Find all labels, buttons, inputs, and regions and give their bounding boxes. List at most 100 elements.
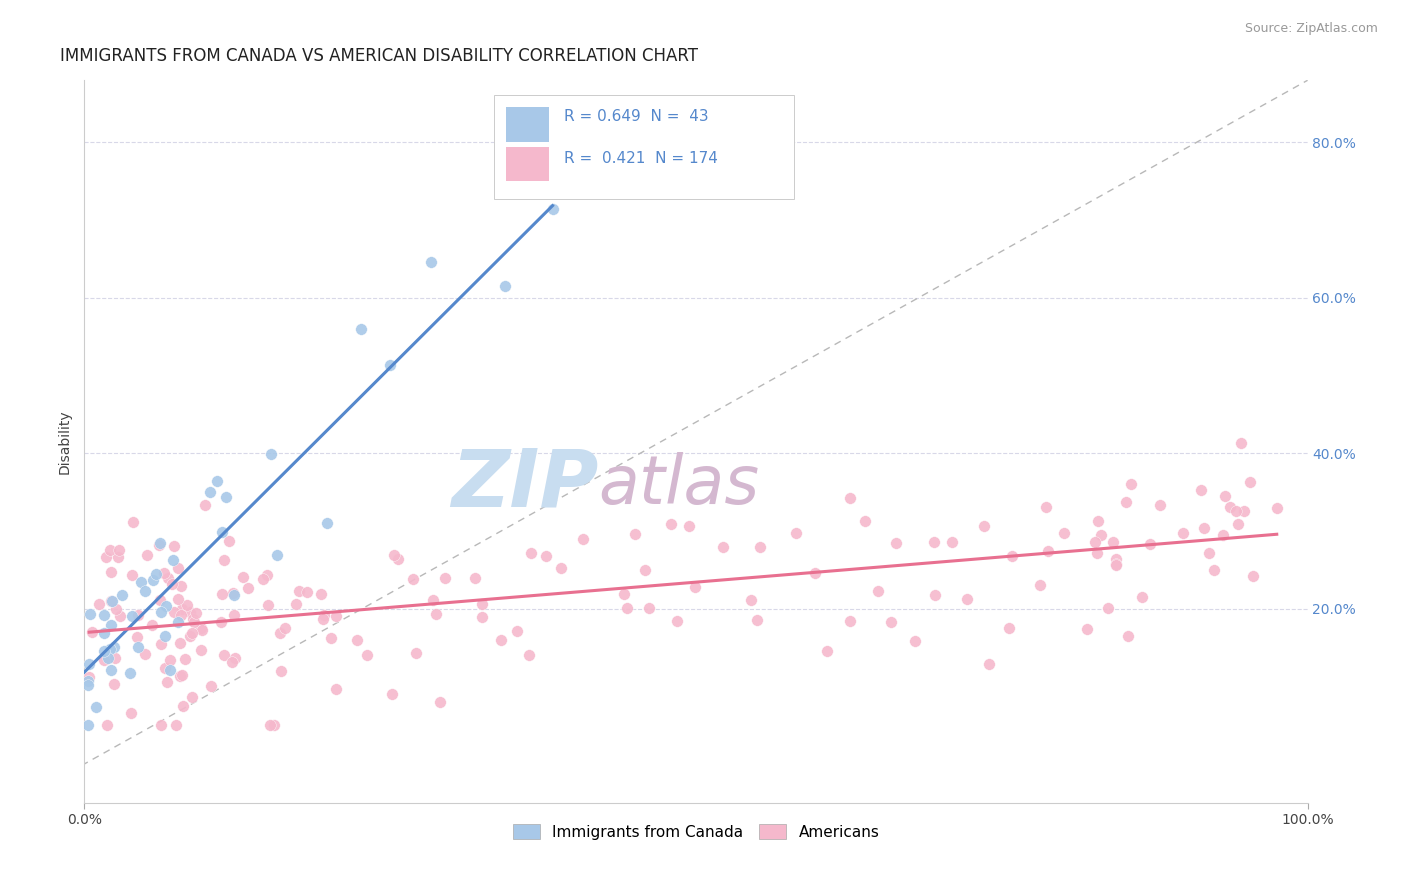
Point bbox=[880, 615, 903, 629]
Text: IMMIGRANTS FROM CANADA VS AMERICAN DISABILITY CORRELATION CHART: IMMIGRANTS FROM CANADA VS AMERICAN DISAB… bbox=[60, 47, 697, 65]
Point bbox=[956, 592, 979, 607]
Point bbox=[637, 600, 659, 615]
Point bbox=[356, 648, 378, 663]
Point bbox=[1139, 537, 1161, 551]
Point bbox=[194, 498, 217, 512]
Point bbox=[309, 587, 332, 601]
Point bbox=[93, 626, 115, 640]
Point bbox=[148, 538, 170, 552]
Point bbox=[678, 518, 700, 533]
Point bbox=[190, 643, 212, 657]
Point bbox=[494, 278, 516, 293]
Point bbox=[100, 594, 122, 608]
Point bbox=[1076, 622, 1098, 636]
Point bbox=[153, 629, 176, 643]
Point bbox=[200, 485, 222, 500]
Point bbox=[211, 525, 233, 540]
Point bbox=[172, 668, 194, 682]
Point bbox=[224, 651, 246, 665]
Text: R =  0.421  N = 174: R = 0.421 N = 174 bbox=[564, 151, 717, 166]
Point bbox=[312, 607, 335, 622]
Point bbox=[312, 612, 335, 626]
Point bbox=[325, 681, 347, 696]
Text: Source: ZipAtlas.com: Source: ZipAtlas.com bbox=[1244, 22, 1378, 36]
Point bbox=[402, 572, 425, 586]
Text: ZIP: ZIP bbox=[451, 446, 598, 524]
Point bbox=[104, 651, 127, 665]
Point bbox=[134, 647, 156, 661]
Point bbox=[77, 670, 100, 684]
Point bbox=[127, 608, 149, 623]
Point bbox=[1105, 558, 1128, 573]
Point bbox=[96, 718, 118, 732]
Point bbox=[100, 565, 122, 579]
Point bbox=[111, 588, 134, 602]
Point bbox=[93, 653, 115, 667]
Point bbox=[977, 657, 1000, 672]
Point bbox=[100, 663, 122, 677]
Point bbox=[785, 525, 807, 540]
Point bbox=[108, 608, 131, 623]
Point bbox=[218, 533, 240, 548]
Point bbox=[1239, 475, 1261, 489]
Point bbox=[350, 322, 373, 336]
Point bbox=[190, 621, 212, 635]
Point bbox=[179, 605, 201, 619]
Point bbox=[104, 602, 127, 616]
Point bbox=[129, 575, 152, 590]
Point bbox=[434, 571, 457, 585]
Point bbox=[550, 561, 572, 575]
Point bbox=[740, 593, 762, 607]
Point bbox=[163, 605, 186, 619]
Point bbox=[747, 613, 769, 627]
Point bbox=[103, 640, 125, 654]
Point bbox=[77, 678, 100, 692]
Point bbox=[839, 614, 862, 628]
Point bbox=[236, 581, 259, 595]
Point bbox=[172, 699, 194, 714]
Point bbox=[149, 593, 172, 607]
Point bbox=[118, 665, 141, 680]
Point bbox=[1202, 564, 1225, 578]
Point bbox=[471, 610, 494, 624]
Point bbox=[153, 566, 176, 580]
Point bbox=[222, 588, 245, 602]
Point bbox=[866, 583, 889, 598]
Point bbox=[295, 585, 318, 599]
Point bbox=[98, 543, 121, 558]
Point bbox=[382, 548, 405, 562]
Point bbox=[685, 580, 707, 594]
Point bbox=[77, 673, 100, 688]
Point bbox=[1198, 546, 1220, 560]
Point bbox=[159, 663, 181, 677]
Point bbox=[613, 587, 636, 601]
Point bbox=[1230, 436, 1253, 450]
Point bbox=[1265, 501, 1288, 516]
Point bbox=[1001, 549, 1024, 563]
Point bbox=[80, 625, 103, 640]
Point bbox=[263, 718, 285, 732]
Point bbox=[659, 516, 682, 531]
Point bbox=[1130, 590, 1153, 604]
Point bbox=[1084, 534, 1107, 549]
Point bbox=[232, 569, 254, 583]
Point bbox=[170, 602, 193, 616]
Point bbox=[170, 608, 193, 623]
Point bbox=[155, 675, 177, 690]
Point bbox=[153, 661, 176, 675]
Point bbox=[127, 640, 149, 654]
Point bbox=[107, 549, 129, 564]
Point bbox=[285, 597, 308, 611]
Point bbox=[121, 516, 143, 530]
Point bbox=[1116, 628, 1139, 642]
Point bbox=[256, 568, 278, 582]
Point bbox=[904, 634, 927, 648]
Point bbox=[803, 566, 825, 580]
Point bbox=[425, 607, 447, 621]
Point bbox=[624, 527, 647, 541]
Point bbox=[884, 536, 907, 550]
FancyBboxPatch shape bbox=[506, 147, 550, 181]
Point bbox=[1053, 526, 1076, 541]
Point bbox=[103, 677, 125, 691]
Point bbox=[169, 669, 191, 683]
